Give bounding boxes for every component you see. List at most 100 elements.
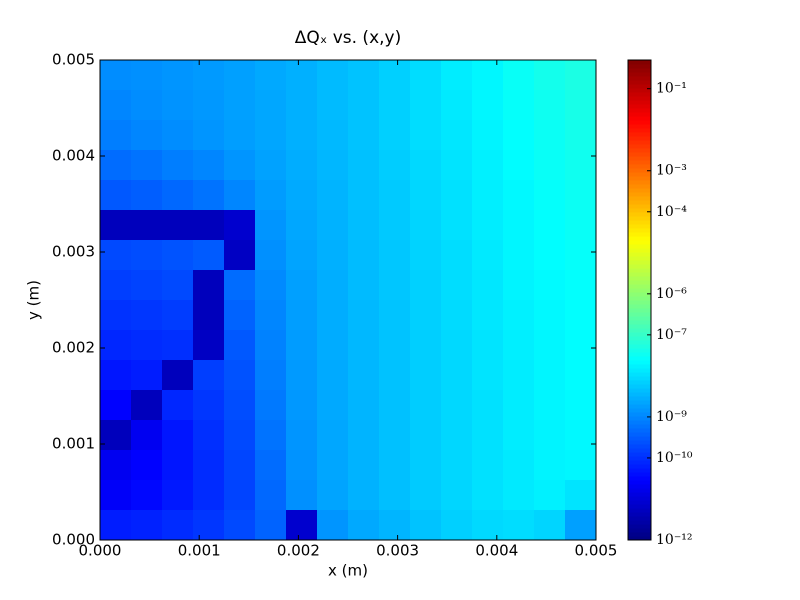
colorbar-swatch (628, 236, 651, 241)
heatmap-cell (131, 180, 163, 211)
heatmap-cell (286, 450, 318, 481)
colorbar-swatch (628, 300, 651, 305)
colorbar-swatch (628, 408, 651, 413)
heatmap-cell (317, 450, 349, 481)
heatmap-cell (348, 450, 380, 481)
x-tick-label: 0.005 (575, 542, 618, 560)
heatmap-cell (379, 450, 411, 481)
heatmap-cell (348, 390, 380, 421)
heatmap-cell (286, 150, 318, 181)
heatmap-cell (503, 60, 535, 91)
heatmap-cell (286, 240, 318, 271)
colorbar-swatch (628, 132, 651, 137)
heatmap-cell (193, 450, 225, 481)
colorbar-swatch (628, 480, 651, 485)
colorbar-swatch (628, 220, 651, 225)
colorbar-swatch (628, 416, 651, 421)
heatmap-cell (100, 180, 132, 211)
heatmap-cell (286, 360, 318, 391)
x-tick-label: 0.002 (277, 542, 320, 560)
colorbar-swatch (628, 316, 651, 321)
heatmap-cell (348, 90, 380, 121)
x-tick-label: 0.003 (376, 542, 419, 560)
heatmap-cell (317, 90, 349, 121)
heatmap-cell (255, 240, 287, 271)
heatmap-cell (534, 180, 566, 211)
colorbar-swatch (628, 208, 651, 213)
chart-title: ΔQₓ vs. (x,y) (295, 28, 401, 48)
colorbar-swatch (628, 492, 651, 497)
heatmap-cell (317, 210, 349, 241)
heatmap-cell (193, 120, 225, 151)
heatmap-cell (100, 360, 132, 391)
heatmap-cell (131, 210, 163, 241)
colorbar-swatch (628, 256, 651, 261)
colorbar-swatch (628, 520, 651, 525)
heatmap-cell (565, 300, 597, 331)
heatmap-cell (255, 450, 287, 481)
colorbar-swatch (628, 144, 651, 149)
heatmap-cell (379, 60, 411, 91)
heatmap-cell (162, 120, 194, 151)
colorbar-swatch (628, 500, 651, 505)
heatmap-cell (472, 120, 504, 151)
heatmap-cell (503, 420, 535, 451)
heatmap-cell (348, 270, 380, 301)
heatmap-cell (379, 300, 411, 331)
heatmap-cell (472, 480, 504, 511)
colorbar-swatch (628, 296, 651, 301)
heatmap-cell (472, 390, 504, 421)
colorbar-swatch (628, 264, 651, 269)
heatmap-cell (255, 270, 287, 301)
colorbar-swatch (628, 68, 651, 73)
heatmap-cell (193, 240, 225, 271)
heatmap-cell (255, 300, 287, 331)
heatmap-cell (441, 510, 473, 541)
heatmap-cell (317, 420, 349, 451)
heatmap-cell (193, 510, 225, 541)
heatmap-cell (286, 480, 318, 511)
heatmap-cell (565, 180, 597, 211)
heatmap-cell (565, 390, 597, 421)
heatmap-cell (410, 270, 442, 301)
heatmap-cell (317, 360, 349, 391)
heatmap-cell (410, 240, 442, 271)
heatmap-cell (410, 150, 442, 181)
heatmap-cell (162, 210, 194, 241)
heatmap-cell (255, 510, 287, 541)
colorbar-swatch (628, 216, 651, 221)
colorbar-swatch (628, 484, 651, 489)
heatmap-cell (534, 120, 566, 151)
heatmap-cell (193, 480, 225, 511)
heatmap-cell (565, 270, 597, 301)
colorbar-swatch (628, 84, 651, 89)
heatmap-cell (224, 180, 256, 211)
heatmap-cell (286, 420, 318, 451)
heatmap-cell (162, 360, 194, 391)
heatmap-cell (565, 480, 597, 511)
colorbar-swatch (628, 292, 651, 297)
heatmap-cell (286, 390, 318, 421)
colorbar-swatch (628, 280, 651, 285)
colorbar-swatch (628, 308, 651, 313)
colorbar: 10⁻¹² 10⁻¹⁰ 10⁻⁹ 10⁻⁷ 10⁻⁶ 10⁻⁴ 10⁻³ 10⁻¹ (627, 59, 693, 548)
heatmap-cell (441, 420, 473, 451)
heatmap-cell (100, 150, 132, 181)
heatmap-cell (193, 360, 225, 391)
heatmap-cell (131, 480, 163, 511)
colorbar-swatch (628, 428, 651, 433)
heatmap-cell (379, 330, 411, 361)
heatmap-cell (131, 270, 163, 301)
colorbar-swatch (628, 244, 651, 249)
heatmap-cell (348, 60, 380, 91)
colorbar-swatch (628, 160, 651, 165)
heatmap-cell (534, 330, 566, 361)
heatmap-cell (441, 360, 473, 391)
heatmap-cell (534, 90, 566, 121)
y-tick-label: 0.001 (52, 435, 95, 453)
heatmap-cell (534, 480, 566, 511)
heatmap-cell (224, 150, 256, 181)
colorbar-swatch (628, 504, 651, 509)
x-tick-label: 0.000 (79, 542, 122, 560)
